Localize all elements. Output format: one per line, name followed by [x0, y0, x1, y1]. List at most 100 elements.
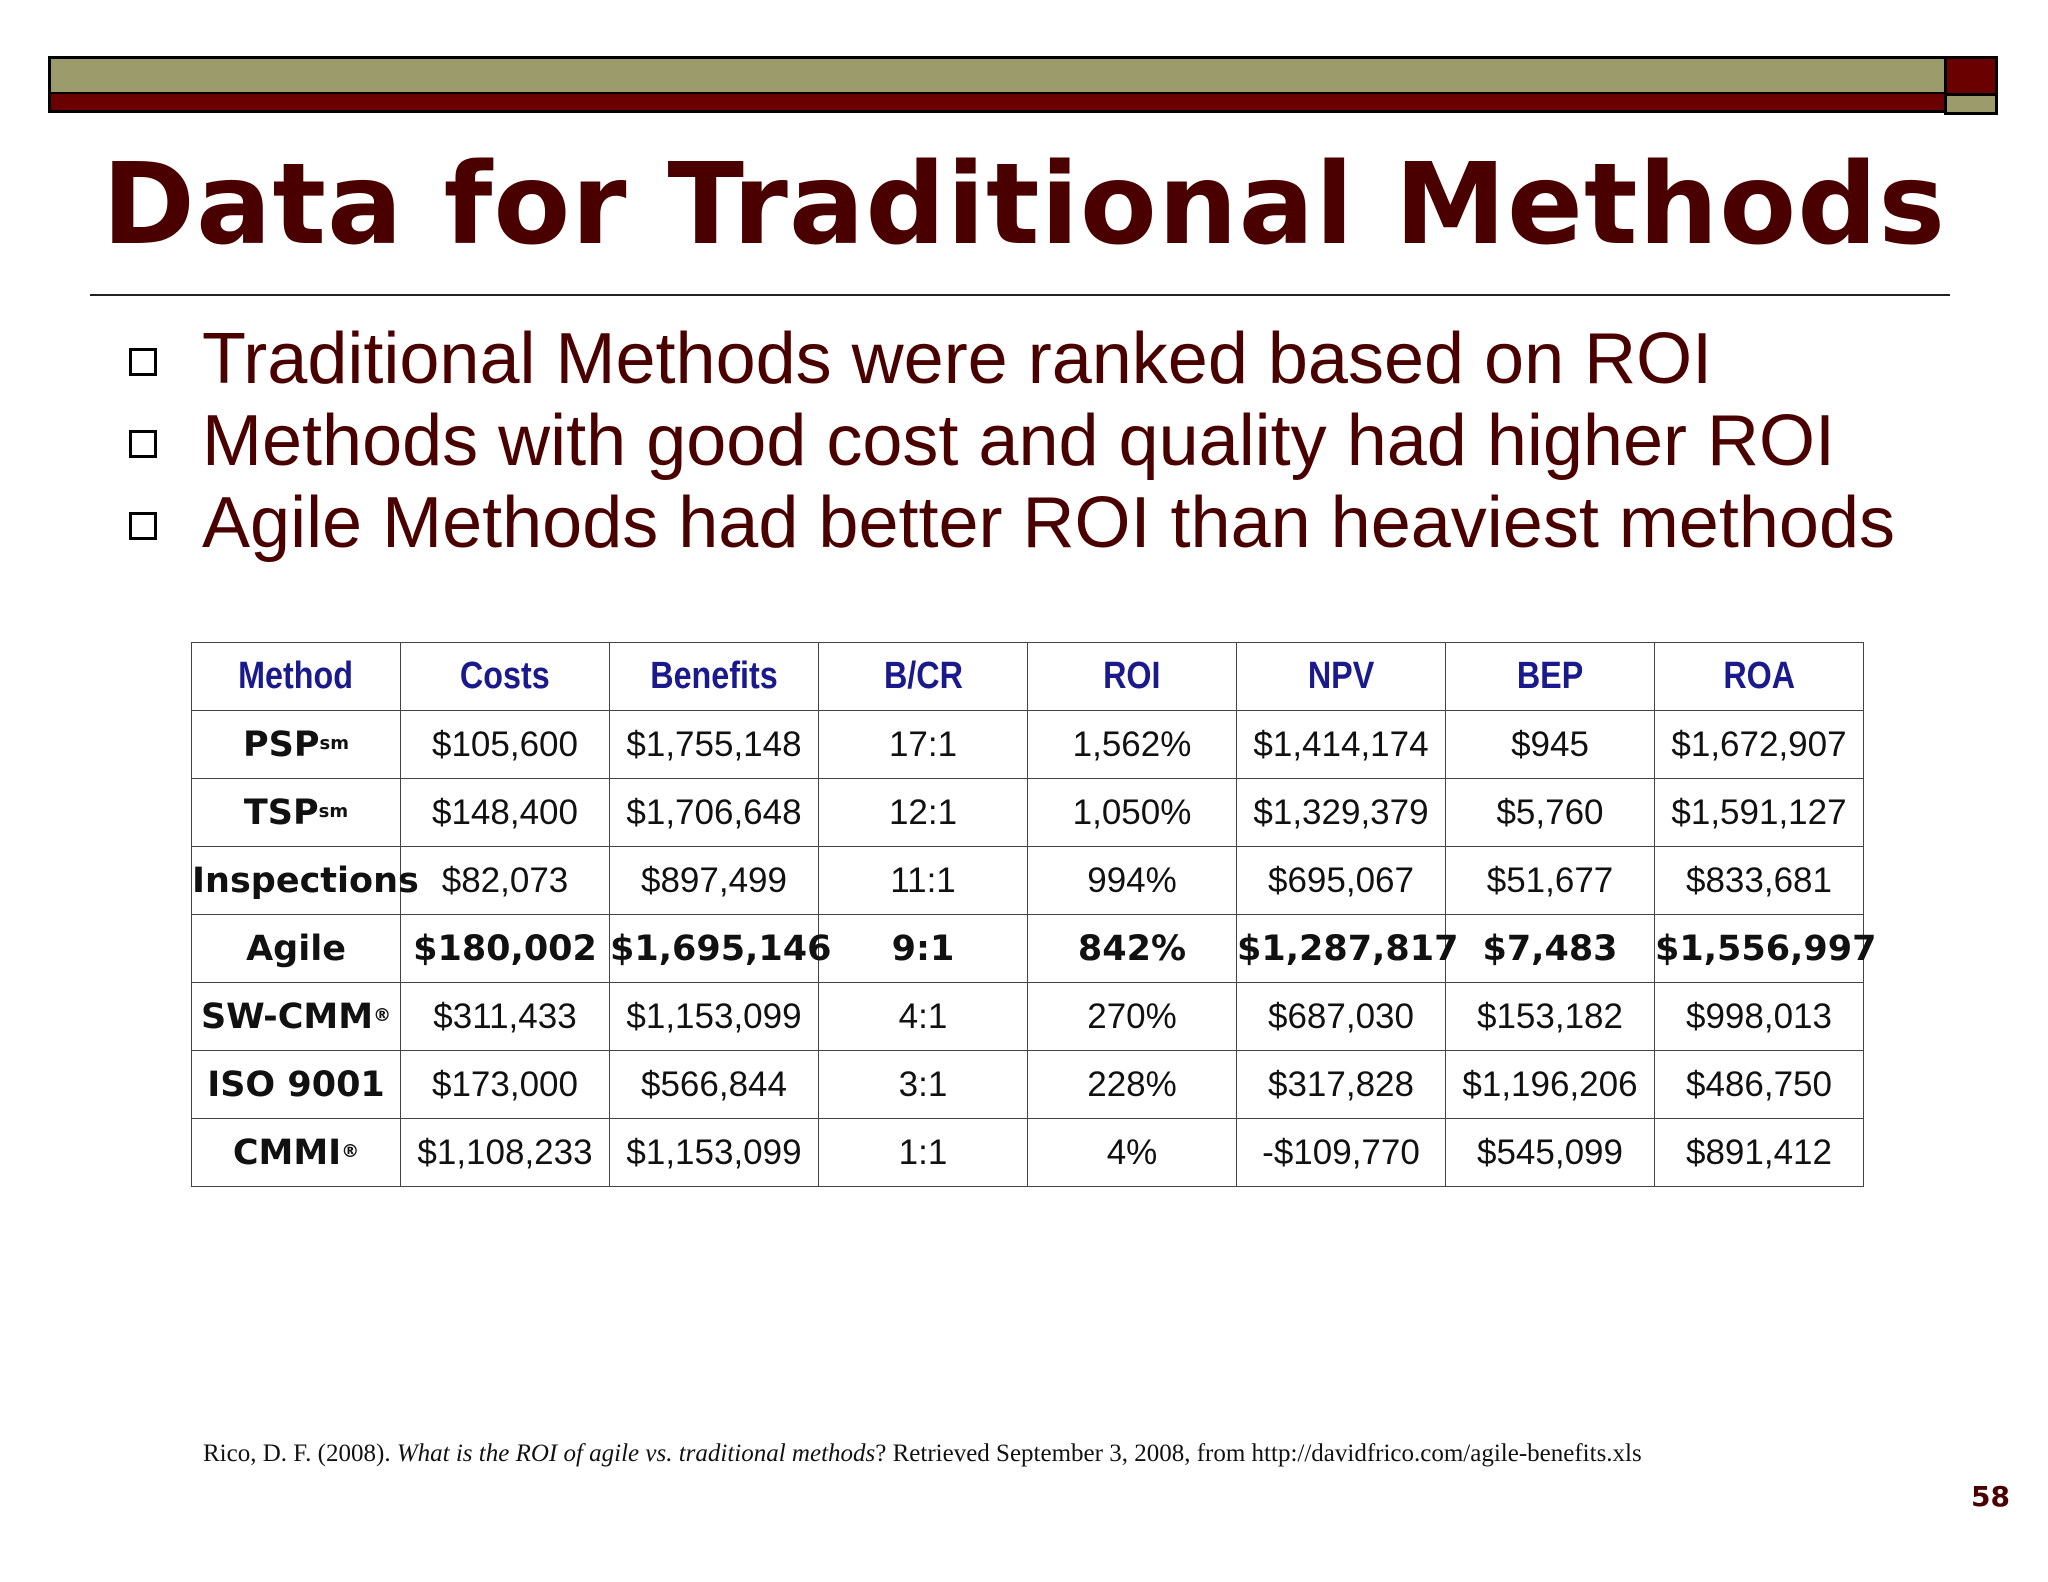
roi-table: Method Costs Benefits B/CR ROI NPV BEP R…: [191, 642, 1876, 1187]
table-cell: 17:1: [818, 710, 1028, 779]
page-number: 58: [1971, 1480, 2010, 1513]
table-cell: 228%: [1027, 1050, 1237, 1119]
table-cell: $1,287,817: [1236, 914, 1458, 983]
method-cell: SW-CMM®: [191, 982, 401, 1051]
table-cell: $1,556,997: [1654, 914, 1876, 983]
method-cell: ISO 9001: [191, 1050, 401, 1119]
citation-suffix: ? Retrieved September 3, 2008, from http…: [875, 1440, 1642, 1467]
table-cell: 3:1: [818, 1050, 1028, 1119]
table-cell: $945: [1445, 710, 1655, 779]
citation-prefix: Rico, D. F. (2008).: [203, 1440, 397, 1467]
bullet-text: Agile Methods had better ROI than heavie…: [202, 483, 1895, 563]
table-row: SW-CMM® $311,433 $1,153,099 4:1 270% $687,030…: [191, 982, 1864, 1051]
column-header: B/CR: [818, 642, 1028, 711]
method-cell: PSPsm: [191, 710, 401, 779]
table-cell: $1,414,174: [1236, 710, 1446, 779]
method-cell: Agile: [191, 914, 401, 983]
column-header: Costs: [400, 642, 610, 711]
table-cell: $153,182: [1445, 982, 1655, 1051]
table-cell: 994%: [1027, 846, 1237, 915]
method-mark: ®: [373, 1004, 392, 1026]
table-cell: $82,073: [400, 846, 610, 915]
table-cell: $1,329,379: [1236, 778, 1446, 847]
method-cell: CMMI®: [191, 1118, 401, 1187]
column-header: Method: [191, 642, 401, 711]
table-row: Agile $180,002 $1,695,146 9:1 842% $1,287,817…: [191, 914, 1876, 983]
table-cell: $897,499: [609, 846, 819, 915]
square-bullet-icon: [129, 348, 157, 376]
table-cell: $51,677: [1445, 846, 1655, 915]
corner-block-olive: [1944, 93, 1998, 115]
citation: Rico, D. F. (2008). What is the ROI of a…: [203, 1440, 1642, 1468]
table-row: CMMI® $1,108,233 $1,153,099 1:1 4% -$109,770 $…: [191, 1118, 1864, 1187]
method-name: TSP: [243, 792, 319, 833]
table-cell: $687,030: [1236, 982, 1446, 1051]
table-cell: $1,153,099: [609, 1118, 819, 1187]
table-cell: $1,591,127: [1654, 778, 1864, 847]
table-cell: 1:1: [818, 1118, 1028, 1187]
method-name: Inspections: [192, 860, 419, 901]
table-cell: 842%: [1027, 914, 1237, 983]
method-name: Agile: [246, 928, 346, 969]
table-cell: $5,760: [1445, 778, 1655, 847]
top-bar-red: [48, 92, 1950, 113]
table-cell: 12:1: [818, 778, 1028, 847]
column-header: ROI: [1027, 642, 1237, 711]
table-cell: $566,844: [609, 1050, 819, 1119]
table-cell: $1,108,233: [400, 1118, 610, 1187]
method-name: PSP: [243, 724, 320, 765]
table-cell: 4%: [1027, 1118, 1237, 1187]
table-cell: $148,400: [400, 778, 610, 847]
table-cell: $317,828: [1236, 1050, 1446, 1119]
table-row: Inspections $82,073 $897,499 11:1 994% $695,0…: [191, 846, 1864, 915]
method-cell: TSPsm: [191, 778, 401, 847]
title-divider: [90, 294, 1950, 296]
method-name: CMMI: [232, 1132, 342, 1173]
table-cell: $1,695,146: [609, 914, 831, 983]
method-mark: sm: [319, 732, 349, 754]
table-cell: $1,706,648: [609, 778, 819, 847]
table-cell: $695,067: [1236, 846, 1446, 915]
table-cell: $1,196,206: [1445, 1050, 1655, 1119]
top-bar-olive: [48, 56, 1950, 95]
bullet-text: Methods with good cost and quality had h…: [202, 401, 1835, 481]
table-cell: 9:1: [818, 914, 1028, 983]
square-bullet-icon: [129, 430, 157, 458]
table-cell: $105,600: [400, 710, 610, 779]
method-mark: ®: [341, 1140, 360, 1162]
table-cell: $1,672,907: [1654, 710, 1864, 779]
table-row: ISO 9001 $173,000 $566,844 3:1 228% $317,828 $…: [191, 1050, 1864, 1119]
table-cell: $1,755,148: [609, 710, 819, 779]
table-cell: $545,099: [1445, 1118, 1655, 1187]
method-name: ISO 9001: [207, 1064, 385, 1105]
table-cell: 1,050%: [1027, 778, 1237, 847]
column-header: BEP: [1445, 642, 1655, 711]
table-cell: $311,433: [400, 982, 610, 1051]
column-header: NPV: [1236, 642, 1446, 711]
slide-title: Data for Traditional Methods: [101, 140, 1947, 270]
table-cell: $1,153,099: [609, 982, 819, 1051]
table-cell: 1,562%: [1027, 710, 1237, 779]
bullet-text: Traditional Methods were ranked based on…: [202, 319, 1713, 399]
method-mark: sm: [318, 800, 349, 822]
citation-title: What is the ROI of agile vs. traditional…: [396, 1440, 876, 1467]
table-cell: $833,681: [1654, 846, 1864, 915]
method-cell: Inspections: [191, 846, 419, 915]
square-bullet-icon: [129, 512, 157, 540]
table-cell: 11:1: [818, 846, 1028, 915]
table-cell: $173,000: [400, 1050, 610, 1119]
table-cell: -$109,770: [1236, 1118, 1446, 1187]
table-cell: $486,750: [1654, 1050, 1864, 1119]
corner-block-red: [1944, 56, 1998, 96]
table-cell: $180,002: [400, 914, 610, 983]
table-header-row: Method Costs Benefits B/CR ROI NPV BEP R…: [191, 642, 1864, 711]
table-cell: 4:1: [818, 982, 1028, 1051]
table-cell: $891,412: [1654, 1118, 1864, 1187]
table-row: PSPsm $105,600 $1,755,148 17:1 1,562% $1,414,…: [191, 710, 1864, 779]
table-body: PSPsm $105,600 $1,755,148 17:1 1,562% $1,414,…: [191, 710, 1876, 1187]
column-header: Benefits: [609, 642, 819, 711]
column-header: ROA: [1654, 642, 1864, 711]
method-name: SW-CMM: [200, 996, 374, 1037]
table-cell: $998,013: [1654, 982, 1864, 1051]
